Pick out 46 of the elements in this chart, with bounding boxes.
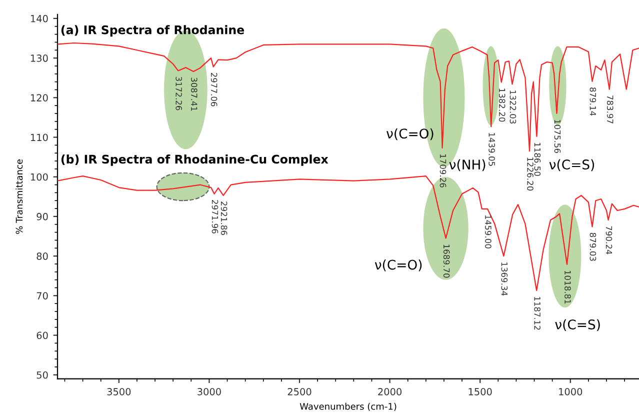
annotation: 1322.03 (510, 90, 516, 124)
annotation: ν(C=S) (555, 319, 600, 331)
annotation: 1369.34 (501, 262, 508, 296)
y-tick-label: 100 (30, 173, 48, 181)
annotation: 3087.41 (191, 78, 198, 111)
annotation: 879.03 (590, 232, 596, 261)
x-tick-label: 3000 (198, 388, 221, 396)
x-tick-label: 1000 (559, 388, 582, 396)
annotation: 1382.20 (498, 88, 506, 122)
annotation: 1187.12 (534, 296, 540, 330)
y-tick-label: 110 (30, 134, 48, 142)
y-tick-label: 50 (36, 371, 48, 379)
annotation: 1689.70 (443, 244, 450, 278)
annotation: ν(C=S) (549, 159, 594, 172)
annotation: 2971.96 (212, 200, 218, 234)
y-tick-label: 80 (36, 252, 48, 260)
x-tick-label: 3500 (107, 388, 131, 396)
annotation: 1018.81 (564, 270, 571, 304)
annotation: 1439.05 (488, 133, 495, 166)
annotation: 2921.86 (220, 202, 228, 235)
annotation: 879.14 (590, 88, 596, 116)
y-tick-label: 140 (30, 14, 48, 22)
annotation: (a) IR Spectra of Rhodanine (61, 25, 244, 37)
annotation: 2977.06 (210, 72, 218, 106)
annotation: ν(NH) (449, 159, 486, 172)
annotation: 1075.56 (554, 120, 561, 153)
annotation: 783.97 (606, 96, 614, 124)
annotation: (b) IR Spectra of Rhodanine-Cu Complex (61, 154, 328, 166)
y-tick-label: 120 (30, 94, 48, 102)
annotation: 1709.26 (440, 154, 446, 188)
x-tick-label: 2500 (288, 388, 312, 396)
annotation: 1186.50 (534, 142, 541, 176)
annotation: 1459.00 (485, 215, 492, 248)
annotation: ν(C=O) (374, 260, 422, 272)
y-tick-label: 90 (36, 212, 48, 220)
annotation: ν(C=O) (386, 128, 434, 140)
annotation: 790.24 (606, 226, 612, 254)
x-tick-label: 1500 (468, 388, 492, 396)
y-tick-label: 130 (30, 54, 48, 62)
annotation: 1226.20 (527, 158, 534, 191)
y-tick-label: 70 (36, 292, 48, 300)
x-axis-title: Wavenumbers (cm-1) (300, 402, 396, 411)
annotation: 3172.26 (176, 76, 182, 110)
y-axis-title: % Transmittance (16, 159, 23, 234)
x-tick-label: 2000 (378, 388, 402, 396)
y-tick-label: 60 (36, 332, 48, 340)
